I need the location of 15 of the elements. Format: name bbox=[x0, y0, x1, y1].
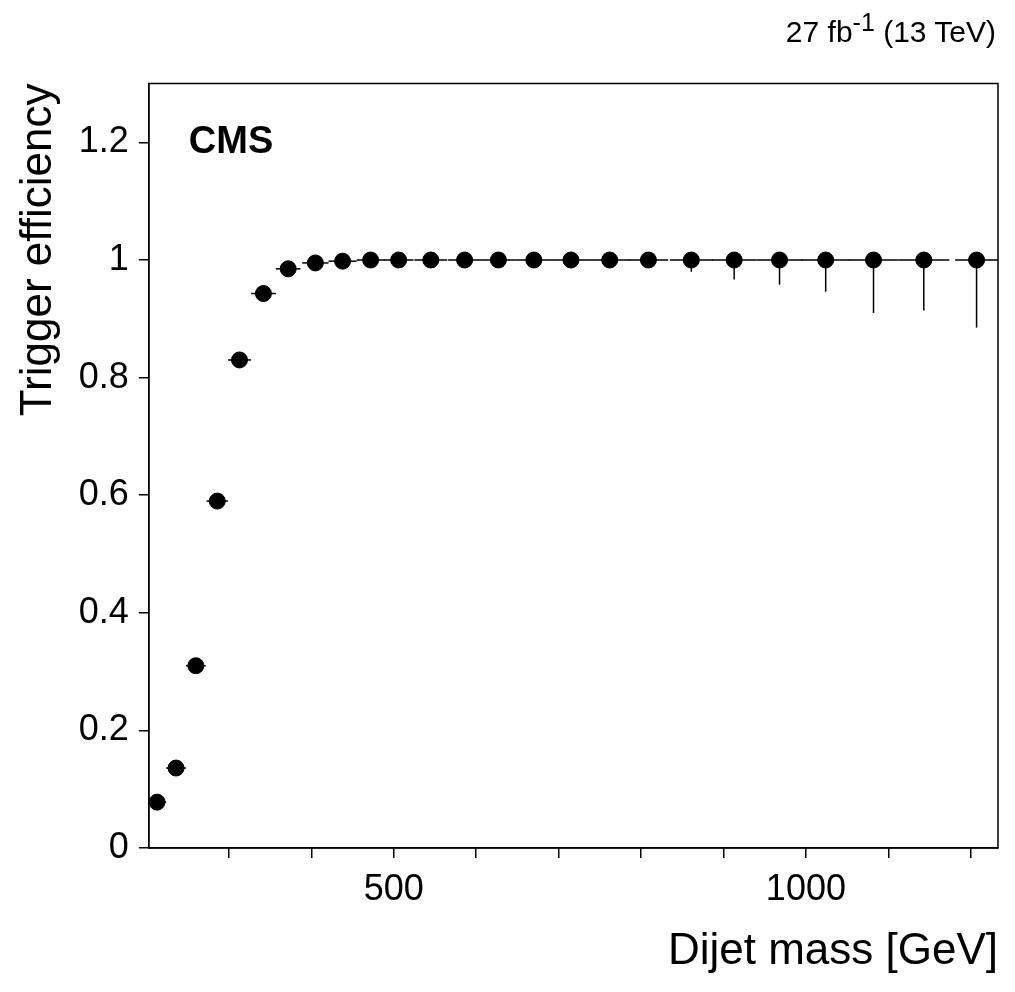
y-tick-label: 0.8 bbox=[78, 354, 129, 396]
y-tick-label: 0.4 bbox=[78, 589, 129, 631]
y-tick-label: 0.2 bbox=[78, 707, 129, 749]
y-tick-label: 0.6 bbox=[78, 472, 129, 514]
x-tick-label: 500 bbox=[363, 866, 424, 908]
y-tick-label: 1 bbox=[108, 236, 129, 278]
chart-title: 27 fb$^{-1}$ (13 TeV) bbox=[784, 8, 997, 50]
annotation: CMS bbox=[188, 119, 274, 162]
y-tick-label: 1.2 bbox=[78, 119, 129, 161]
point bbox=[187, 657, 205, 675]
point bbox=[254, 285, 272, 303]
x-tick-label: 1000 bbox=[765, 866, 846, 908]
y-axis-title: Trigger efficiency bbox=[10, 83, 60, 417]
x-axis-title: Dijet mass [GeV] bbox=[667, 923, 998, 973]
y-tick-label: 0 bbox=[108, 824, 129, 866]
